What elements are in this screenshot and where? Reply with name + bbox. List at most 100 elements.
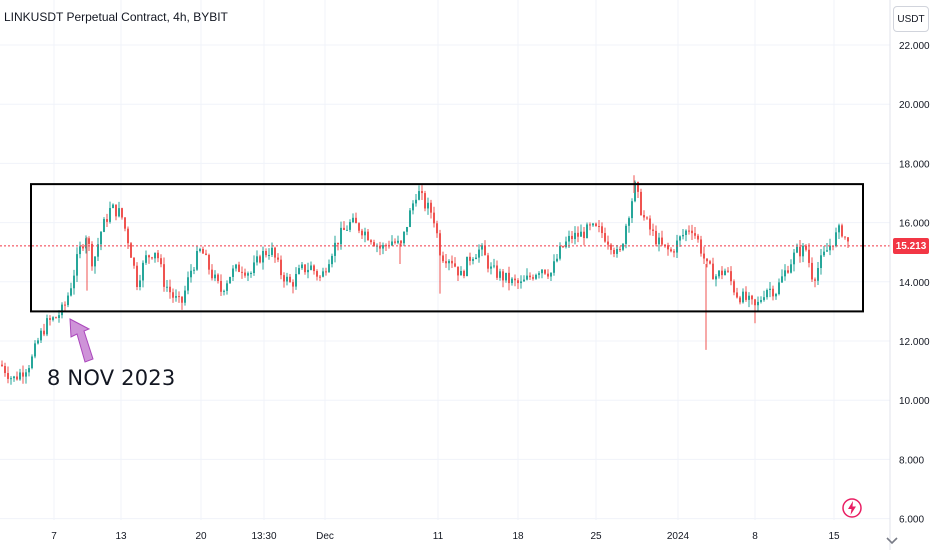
candle-body <box>682 234 684 237</box>
y-tick-label: 10.000 <box>899 396 930 407</box>
candle-body <box>235 264 237 269</box>
candle-body <box>691 230 693 234</box>
candle-body <box>499 271 501 278</box>
candle-body <box>421 191 423 194</box>
candle-body <box>778 282 780 295</box>
candle-body <box>127 228 129 244</box>
candle-body <box>232 268 234 277</box>
candle-body <box>190 270 192 278</box>
candle-body <box>409 210 411 227</box>
x-tick-label: 20 <box>195 531 207 542</box>
candle-body <box>88 238 90 244</box>
candle-body <box>214 274 216 279</box>
candle-body <box>10 378 12 380</box>
chevron-down-icon[interactable] <box>885 536 899 546</box>
candle-body <box>490 266 492 269</box>
candle-body <box>418 191 420 200</box>
candle-body <box>835 232 837 247</box>
candle-body <box>397 240 399 243</box>
candle-body <box>775 294 777 297</box>
candle-body <box>607 241 609 245</box>
candle-body <box>790 264 792 273</box>
y-tick-label: 6.000 <box>899 515 924 526</box>
candle-body <box>745 291 747 300</box>
candle-body <box>16 376 18 380</box>
candle-body <box>49 318 51 320</box>
candle-body <box>118 208 120 217</box>
candle-body <box>769 288 771 291</box>
candle-body <box>148 255 150 258</box>
candle-body <box>448 260 450 264</box>
candle-body <box>415 199 417 204</box>
candle-body <box>712 263 714 280</box>
candle-body <box>400 240 402 244</box>
candle-body <box>535 274 537 279</box>
candle-body <box>70 288 72 296</box>
candle-body <box>667 245 669 250</box>
candle-body <box>517 280 519 284</box>
candle-body <box>616 249 618 254</box>
bolt-circle-icon[interactable] <box>841 497 863 519</box>
candle-body <box>349 222 351 230</box>
annotation-arrow[interactable] <box>69 318 94 363</box>
candle-body <box>577 232 579 237</box>
x-tick-label: 15 <box>828 531 840 542</box>
candle-body <box>721 270 723 276</box>
candle-body <box>493 265 495 267</box>
candle-body <box>304 264 306 273</box>
candle-body <box>757 301 759 306</box>
candle-body <box>196 250 198 270</box>
candle-body <box>259 256 261 263</box>
candle-body <box>202 248 204 254</box>
candle-body <box>589 224 591 226</box>
price-axis[interactable]: 22.000 20.000 18.000 16.000 14.000 12.000 10.0… <box>899 41 930 526</box>
range-box[interactable] <box>30 183 864 313</box>
candle-body <box>37 340 39 344</box>
candle-body <box>511 278 513 284</box>
x-tick-label: 8 <box>752 531 758 542</box>
candle-body <box>403 231 405 244</box>
candle-body <box>643 215 645 218</box>
candle-body <box>19 372 21 380</box>
candle-body <box>562 246 564 248</box>
candle-body <box>382 245 384 249</box>
candle-body <box>586 224 588 239</box>
candle-body <box>451 260 453 264</box>
candle-body <box>298 268 300 274</box>
candle-body <box>427 202 429 209</box>
x-tick-label: 25 <box>590 531 602 542</box>
candle-body <box>610 244 612 250</box>
candle-body <box>289 276 291 283</box>
candle-body <box>661 237 663 245</box>
candle-body <box>598 226 600 228</box>
candle-body <box>358 223 360 231</box>
candle-body <box>514 278 516 281</box>
candle-body <box>220 280 222 292</box>
candle-body <box>73 275 75 289</box>
candle-body <box>238 264 240 272</box>
candle-body <box>796 246 798 253</box>
candle-body <box>124 217 126 229</box>
candle-body <box>91 243 93 267</box>
candle-body <box>187 277 189 291</box>
time-axis[interactable]: 7 13 20 13:30 Dec 11 18 25 2024 8 15 <box>51 531 840 542</box>
chart-title: LINKUSDT Perpetual Contract, 4h, BYBIT <box>4 10 228 24</box>
currency-unit-button[interactable]: USDT <box>893 6 929 32</box>
candle-body <box>544 269 546 274</box>
candle-body <box>136 265 138 288</box>
x-tick-label: 7 <box>51 531 57 542</box>
candle-body <box>466 256 468 277</box>
candle-body <box>223 290 225 292</box>
candle-body <box>820 255 822 269</box>
candle-body <box>256 256 258 263</box>
candle-body <box>100 231 102 245</box>
candle-body <box>658 237 660 245</box>
candle-body <box>61 304 63 316</box>
candle-body <box>709 261 711 264</box>
candle-body <box>79 246 81 255</box>
candle-body <box>838 225 840 233</box>
candle-body <box>151 257 153 259</box>
candle-body <box>808 249 810 263</box>
candle-body <box>391 241 393 246</box>
